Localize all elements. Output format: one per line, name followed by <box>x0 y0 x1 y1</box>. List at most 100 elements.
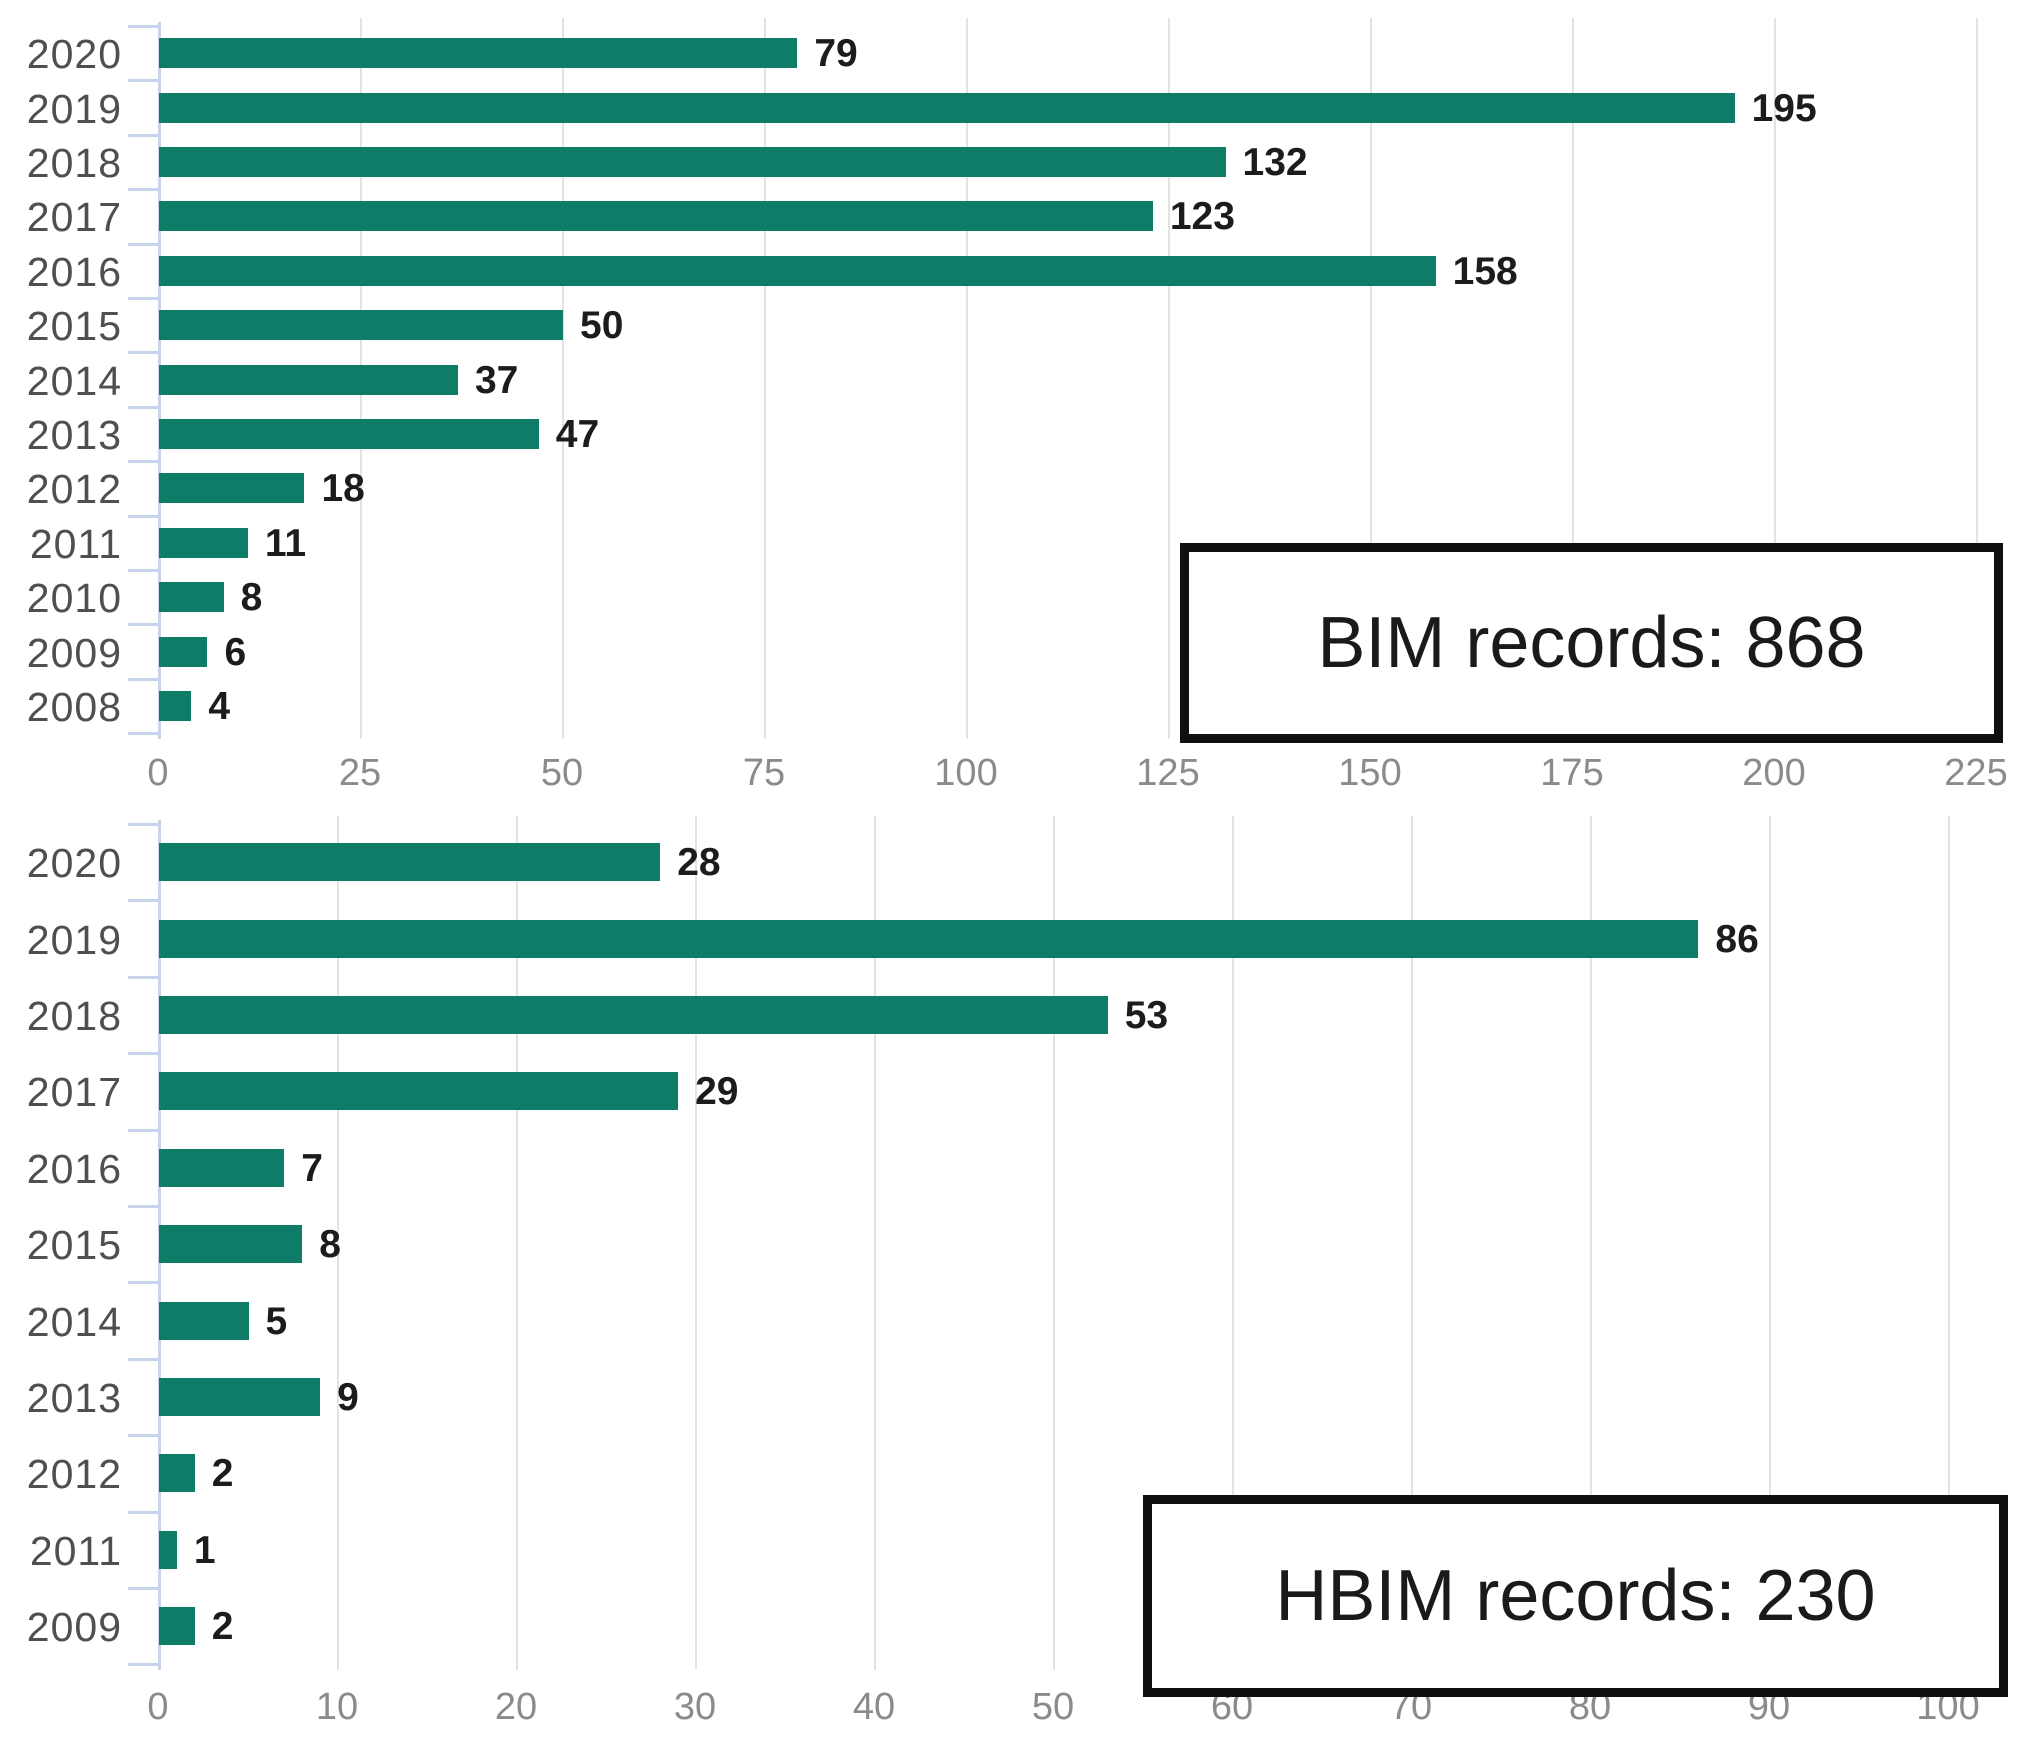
y-axis-tick-mark <box>128 677 158 681</box>
value-label: 8 <box>240 576 263 620</box>
gridline <box>966 18 968 740</box>
year-label-2019: 2019 <box>26 85 122 132</box>
y-axis-tick-mark <box>128 1052 158 1056</box>
bar-2010 <box>159 582 224 613</box>
x-axis-tick-label: 0 <box>147 1686 169 1728</box>
bar-2016 <box>159 1148 285 1187</box>
x-axis-tick-label: 0 <box>147 752 169 794</box>
gridline <box>516 816 518 1671</box>
y-axis-tick-mark <box>128 1587 158 1590</box>
gridline <box>337 816 339 1671</box>
year-label-2020: 2020 <box>26 31 122 78</box>
year-label-2011: 2011 <box>29 520 122 567</box>
value-label: 5 <box>265 1299 288 1343</box>
bar-2015 <box>159 1225 303 1264</box>
bar-2013 <box>159 419 539 449</box>
y-axis-tick-mark <box>128 25 158 28</box>
year-label-2013: 2013 <box>26 1375 122 1421</box>
x-axis-tick-label: 30 <box>673 1686 717 1728</box>
gridline <box>1168 18 1170 740</box>
value-label: 29 <box>695 1070 739 1114</box>
gridline <box>874 816 876 1671</box>
x-axis-tick-label: 25 <box>338 752 382 794</box>
x-axis-tick-label: 50 <box>540 752 584 794</box>
y-axis-line <box>158 22 161 740</box>
year-label-2015: 2015 <box>26 1222 122 1269</box>
year-label-2010: 2010 <box>26 575 122 622</box>
gridline <box>360 18 362 740</box>
y-axis-tick-mark <box>128 1128 158 1132</box>
year-label-2015: 2015 <box>26 303 122 350</box>
year-label-2016: 2016 <box>26 248 122 295</box>
y-axis-tick-mark <box>128 133 158 137</box>
y-axis-tick-mark <box>128 1434 158 1438</box>
gridline <box>764 18 766 740</box>
value-label: 50 <box>580 304 624 348</box>
value-label: 86 <box>1715 917 1759 961</box>
value-label: 18 <box>321 467 365 511</box>
year-label-2020: 2020 <box>26 840 122 887</box>
x-axis-tick-label: 50 <box>1031 1686 1075 1728</box>
year-label-2009: 2009 <box>26 1604 122 1651</box>
bar-2011 <box>159 527 248 558</box>
bim-records-box: BIM records: 868 <box>1180 543 2003 743</box>
x-axis-tick-label: 20 <box>494 1686 538 1728</box>
bar-2018 <box>159 996 1108 1034</box>
value-label: 37 <box>474 358 519 402</box>
year-label-2019: 2019 <box>26 916 122 963</box>
y-axis-tick-mark <box>128 188 158 192</box>
x-axis-tick-label: 100 <box>934 752 998 794</box>
y-axis-tick-mark <box>128 351 158 355</box>
bar-2008 <box>159 691 192 721</box>
bar-2020 <box>159 843 661 882</box>
x-axis-tick-label: 150 <box>1338 752 1402 794</box>
y-axis-tick-mark <box>128 1357 158 1361</box>
bar-2018 <box>159 147 1226 177</box>
value-label: 7 <box>301 1146 323 1190</box>
y-axis-tick-mark <box>128 1510 158 1514</box>
year-label-2016: 2016 <box>26 1145 122 1192</box>
bar-2016 <box>159 255 1436 286</box>
y-axis-tick-mark <box>128 975 158 979</box>
value-label: 9 <box>337 1376 359 1419</box>
y-axis-tick-mark <box>128 623 158 627</box>
x-axis-tick-label: 125 <box>1136 752 1200 794</box>
gridline <box>562 18 564 740</box>
bar-2015 <box>159 310 563 341</box>
value-label: 8 <box>319 1223 341 1267</box>
y-axis-tick-mark <box>128 732 158 736</box>
y-axis-tick-mark <box>128 823 158 826</box>
x-axis-tick-label: 10 <box>315 1686 359 1728</box>
bim-records-label: BIM records: 868 <box>1317 603 1866 683</box>
year-label-2014: 2014 <box>26 1298 122 1345</box>
x-axis-tick-label: 40 <box>852 1686 896 1728</box>
x-axis-tick-label: 200 <box>1742 752 1806 794</box>
hbim-records-box: HBIM records: 230 <box>1143 1495 2008 1697</box>
value-label: 53 <box>1124 994 1169 1037</box>
year-label-2012: 2012 <box>26 1451 122 1498</box>
bar-2020 <box>159 38 798 69</box>
y-axis-tick-mark <box>128 79 158 83</box>
bar-2013 <box>159 1378 321 1416</box>
value-label: 6 <box>224 630 247 674</box>
value-label: 2 <box>211 1605 234 1649</box>
y-axis-tick-mark <box>128 1205 158 1208</box>
value-label: 47 <box>555 413 600 456</box>
y-axis-tick-mark <box>128 1663 158 1667</box>
bar-2014 <box>159 364 458 395</box>
y-axis-tick-mark <box>128 1281 158 1285</box>
y-axis-tick-mark <box>128 460 158 464</box>
bar-2012 <box>159 1454 195 1493</box>
value-label: 28 <box>677 841 721 885</box>
y-axis-line <box>158 820 161 1671</box>
value-label: 158 <box>1452 249 1518 293</box>
year-label-2012: 2012 <box>26 466 122 513</box>
y-axis-tick-mark <box>128 514 158 518</box>
year-label-2009: 2009 <box>26 629 122 676</box>
bar-2011 <box>159 1530 177 1569</box>
x-axis-tick-label: 75 <box>742 752 786 794</box>
bar-2012 <box>159 473 305 504</box>
value-label: 2 <box>211 1452 234 1496</box>
bar-2014 <box>159 1301 249 1340</box>
